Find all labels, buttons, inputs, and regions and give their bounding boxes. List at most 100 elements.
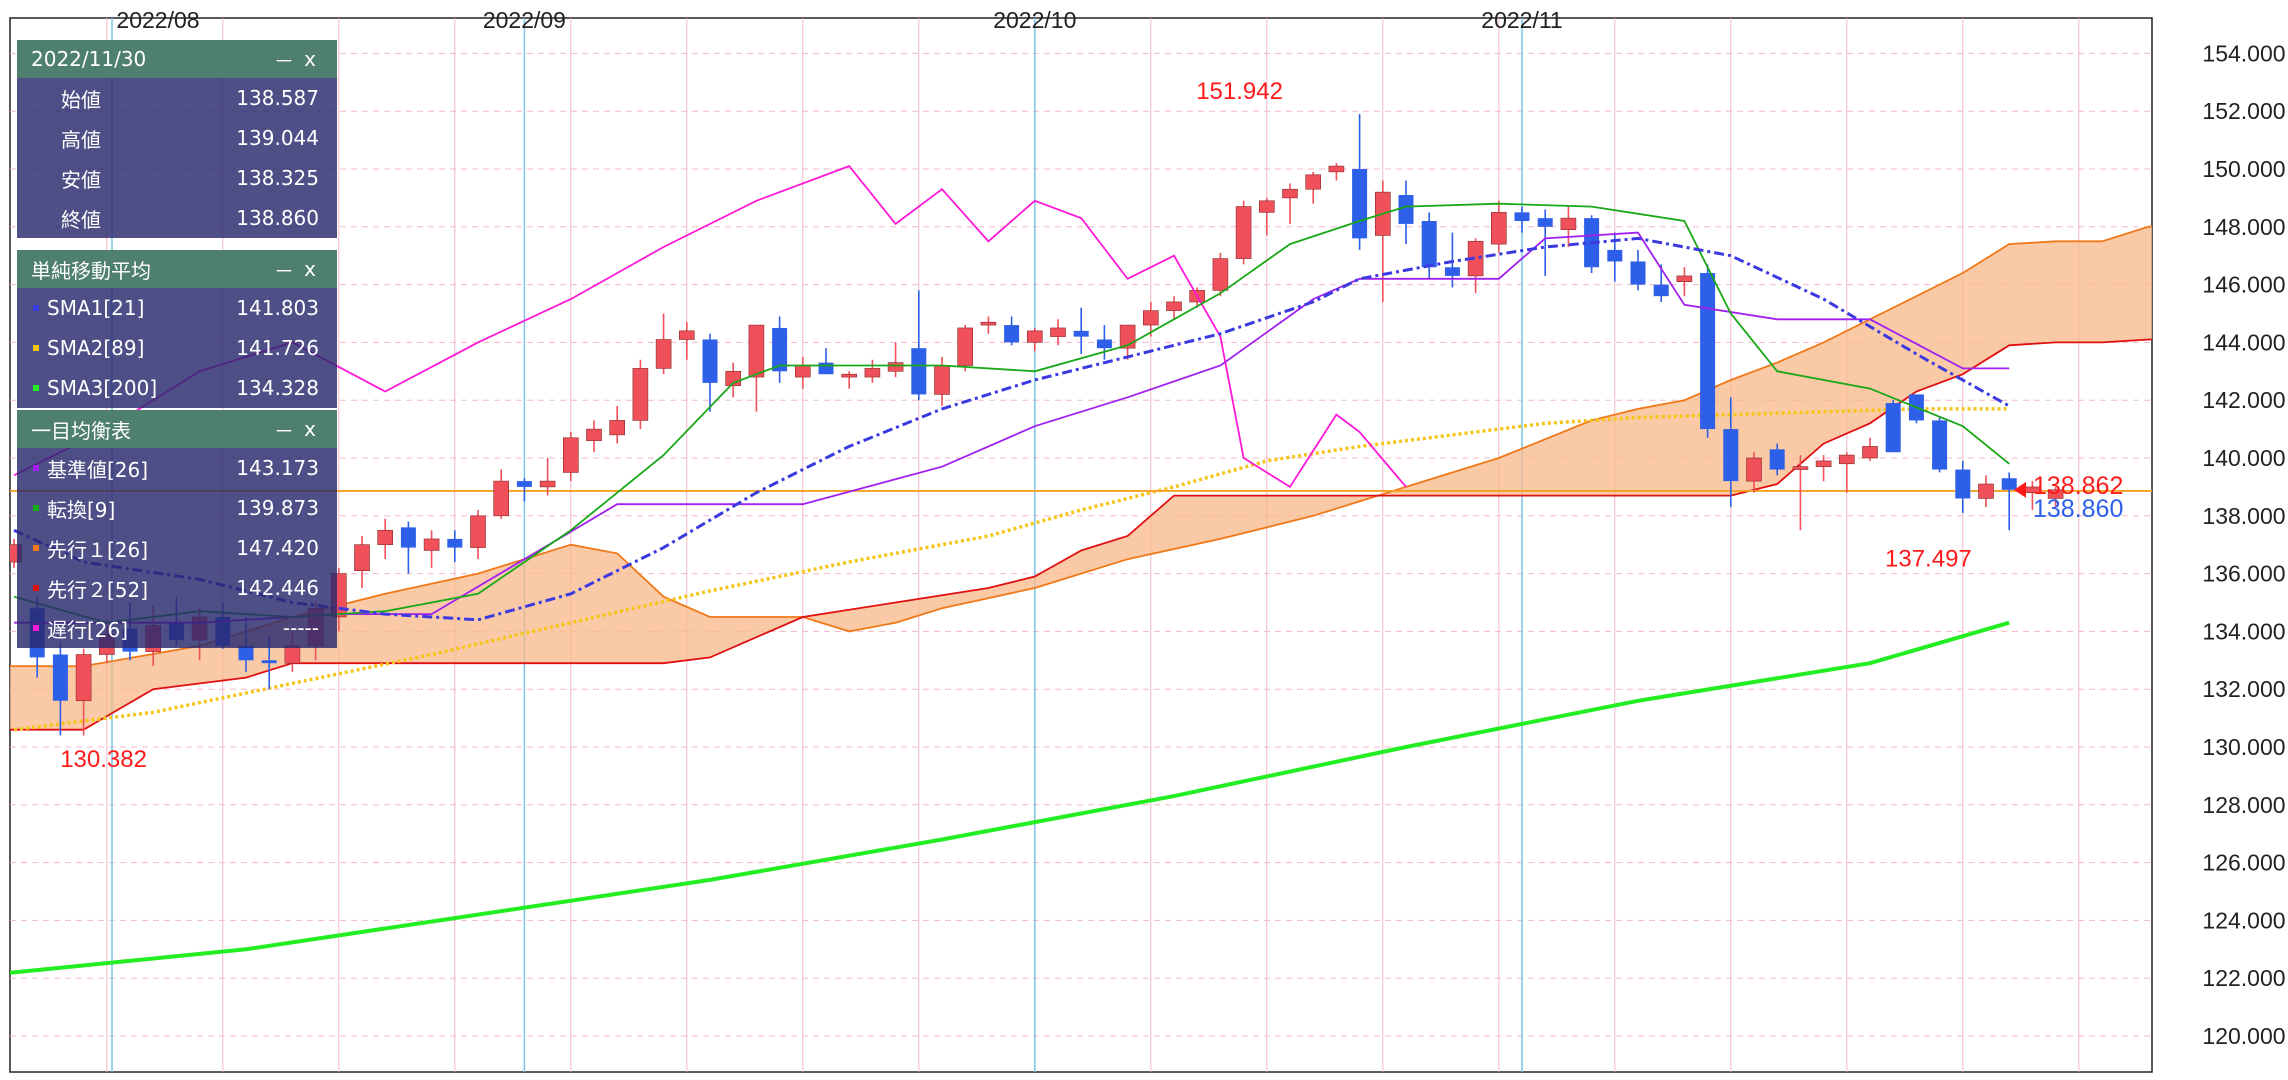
candle [1398,180,1414,245]
ohlc-close-button[interactable]: x [304,47,316,71]
candle [1352,114,1368,250]
last-price-label-red: 138.862 [2033,472,2123,500]
candle [1746,452,1762,493]
candle [1978,475,1994,508]
candle [1839,452,1855,493]
candle-body [1050,327,1066,337]
ohlc-panel-header: 2022/11/30 － x [17,40,337,78]
candle-body [1259,200,1275,213]
candle [911,290,927,401]
kijun-value: 143.173 [236,456,319,480]
candle [586,420,602,453]
candle [1027,327,1043,352]
candle [1630,249,1646,291]
candle [1560,206,1577,248]
ohlc-label-low: 安値 [61,167,101,192]
ichimoku-minimize-button[interactable]: － [274,418,294,443]
ohlc-panel-date: 2022/11/30 [31,47,147,71]
candle-body [1096,339,1112,349]
low-value-label-left: 130.382 [60,746,147,773]
candle [1815,455,1832,482]
candle [1259,197,1275,236]
candle [1676,267,1693,297]
candle-body [1305,174,1321,190]
candle [2001,472,2017,531]
y-tick-label: 128.000 [2202,792,2285,818]
sma-row: SMA3[200] 134.328 [17,368,337,408]
sma-row: SMA1[21] 141.803 [17,288,337,328]
candle [1792,455,1809,531]
tenkan-line [13,202,2010,624]
candle-body [911,348,927,395]
ohlc-row-high: 高値 139.044 [17,118,337,158]
candle-body [1955,469,1971,499]
candle-body [447,538,463,548]
candle-body [1769,449,1785,470]
ichimoku-close-button[interactable]: x [304,417,316,441]
candle-body [748,324,765,378]
candle [1166,296,1182,320]
candle-body [1700,273,1716,430]
candle [377,518,394,560]
ohlc-value-open: 138.587 [236,86,319,110]
y-tick-label: 152.000 [2202,98,2285,124]
candle-body [772,327,788,372]
senkou1-label: 先行１[26] [47,537,149,562]
senkou-span-b-line [10,338,2152,731]
candle-body [261,660,277,664]
ohlc-value-close: 138.860 [236,206,319,230]
kijun-label: 基準値[26] [47,457,149,482]
candle-body [678,330,695,340]
candle [678,322,695,360]
sma3-value: 134.328 [236,376,319,400]
candle [1700,264,1716,438]
y-tick-label: 142.000 [2202,387,2285,413]
last-price-label-blue: 138.860 [2033,495,2123,523]
candle [1769,443,1785,476]
sma-panel-title: 単純移動平均 [31,258,151,283]
candle-body [632,368,649,421]
sma-minimize-button[interactable]: － [274,258,294,283]
ohlc-minimize-button[interactable]: － [274,48,294,73]
candle-body [1143,310,1159,326]
ohlc-row-open: 始値 138.587 [17,78,337,118]
candle [1491,200,1507,253]
candle-body [1746,457,1762,482]
y-tick-label: 138.000 [2202,503,2285,529]
candle-body [934,365,950,395]
candle [1537,209,1553,276]
candle-body [52,654,68,701]
sma-close-button[interactable]: x [304,257,316,281]
ichimoku-panel-title: 一目均衡表 [31,418,131,443]
candle [702,333,718,412]
candle [1282,183,1298,224]
candle-body [1723,429,1739,482]
y-tick-label: 134.000 [2202,618,2285,644]
ohlc-label-open: 始値 [61,87,101,112]
senkou2-value: 142.446 [236,576,319,600]
candle [1096,325,1112,360]
candle-body [1862,446,1878,459]
candle-body [1282,188,1298,199]
candle [354,536,370,589]
candle-body [1676,275,1693,283]
candle-body [284,645,301,664]
sma3-label: SMA3[200] [47,376,158,400]
candle-body [1792,466,1809,470]
candle-body [1352,169,1368,239]
candle-body [1212,258,1229,291]
candle-body [516,481,532,487]
candle-body [354,544,370,572]
chikou-label: 遅行[26] [47,617,129,642]
y-tick-label: 126.000 [2202,850,2285,876]
candle [1421,212,1437,279]
y-tick-label: 122.000 [2202,965,2285,991]
candle [841,371,858,389]
sma2-value: 141.726 [236,336,319,360]
candle [1653,264,1669,302]
ichimoku-row: 先行２[52] 142.446 [17,568,337,608]
candle [1235,200,1252,265]
candle [957,325,974,372]
